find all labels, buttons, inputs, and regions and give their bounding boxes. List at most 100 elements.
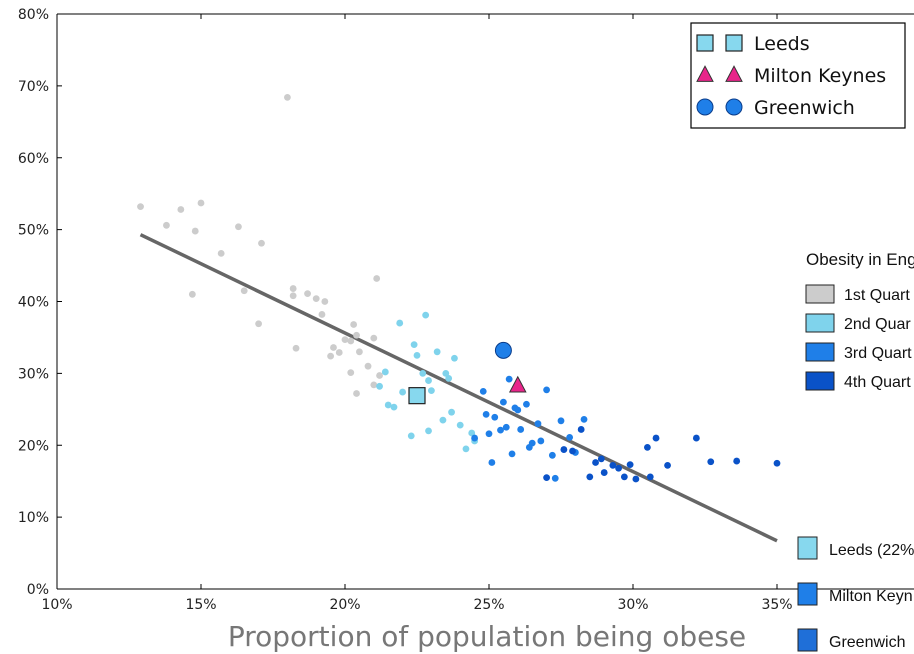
- side-highlight-swatch-2: [797, 582, 818, 606]
- data-point-q1: [289, 285, 297, 292]
- data-point-q3: [511, 404, 519, 412]
- trend-line: [139, 233, 778, 543]
- legend-marker-leeds: [725, 34, 743, 52]
- data-point-q1: [197, 199, 205, 207]
- data-point-q4: [586, 473, 594, 481]
- trend-line-layer: [139, 233, 778, 543]
- side-highlight-label-3: Greenwich: [829, 634, 905, 651]
- data-point-q3: [497, 426, 504, 434]
- data-point-q1: [240, 287, 248, 295]
- data-point-q1: [188, 290, 196, 298]
- y-tick-label: 40%: [18, 295, 49, 311]
- data-point-q2: [396, 319, 404, 327]
- data-point-q2: [384, 401, 392, 409]
- data-point-q3: [580, 415, 588, 423]
- data-point-q1: [284, 93, 291, 101]
- data-point-q3: [566, 433, 574, 441]
- data-point-q1: [376, 372, 383, 379]
- data-point-q4: [577, 426, 585, 433]
- data-point-q1: [356, 348, 363, 356]
- data-point-q2: [439, 416, 447, 424]
- data-point-q1: [258, 239, 265, 247]
- data-point-q3: [551, 474, 559, 482]
- side-highlight-swatch-3: [797, 628, 818, 652]
- data-point-q2: [442, 369, 450, 377]
- data-point-q2: [433, 348, 441, 356]
- y-tick-label: 60%: [18, 151, 49, 167]
- legend: Leeds Milton Keynes Greenwich: [690, 22, 906, 129]
- side-legend-swatch-q3: [805, 342, 835, 362]
- data-point-q4: [632, 475, 640, 483]
- data-point-q1: [335, 349, 343, 356]
- highlight-greenwich: [494, 341, 512, 359]
- data-point-q4: [773, 459, 781, 467]
- side-legend-highlights: Leeds (22% Milton Keyn Greenwich: [797, 536, 914, 652]
- data-point-q2: [462, 445, 470, 453]
- data-point-q1: [289, 292, 297, 300]
- side-legend-title: Obesity in Eng: [806, 250, 914, 269]
- x-tick-label: 35%: [761, 597, 792, 613]
- data-point-q3: [505, 375, 513, 383]
- data-point-q1: [321, 298, 329, 305]
- data-point-q1: [312, 295, 320, 303]
- data-point-q1: [330, 344, 337, 351]
- side-highlight-label-2: Milton Keyn: [829, 588, 913, 605]
- data-point-q3: [548, 451, 556, 459]
- data-point-q3: [482, 410, 490, 418]
- data-point-q1: [347, 369, 355, 377]
- data-point-q4: [615, 464, 622, 472]
- y-tick-label: 80%: [18, 7, 49, 23]
- data-point-q1: [347, 337, 355, 345]
- data-point-q2: [456, 421, 464, 429]
- data-point-q3: [525, 444, 533, 451]
- data-point-q3: [557, 417, 565, 425]
- data-point-q2: [413, 352, 421, 359]
- x-tick-label: 15%: [185, 597, 216, 613]
- legend-marker-greenwich: [725, 98, 743, 116]
- side-legend-swatch-q2: [805, 313, 835, 333]
- legend-label-greenwich: Greenwich: [754, 97, 855, 119]
- x-tick-label: 25%: [473, 597, 504, 613]
- data-point-q4: [646, 473, 654, 481]
- data-point-q3: [491, 413, 499, 421]
- highlight-milton-keynes: [508, 375, 527, 393]
- data-point-q3: [517, 426, 525, 433]
- x-tick-label: 10%: [41, 597, 72, 613]
- data-point-q3: [523, 400, 530, 408]
- data-point-q4: [560, 446, 568, 453]
- side-highlight-swatch-1: [797, 536, 818, 560]
- data-point-q4: [652, 434, 660, 442]
- data-point-q1: [370, 381, 378, 389]
- data-point-q4: [664, 461, 671, 469]
- data-point-q2: [445, 375, 453, 382]
- data-point-q4: [626, 461, 634, 469]
- data-point-q1: [163, 221, 170, 229]
- data-point-q2: [468, 429, 476, 437]
- y-tick-label: 70%: [18, 79, 49, 95]
- data-point-q2: [422, 311, 430, 319]
- data-point-q2: [428, 387, 435, 395]
- data-point-q3: [485, 430, 493, 438]
- side-legend-label-q1: 1st Quart: [844, 287, 910, 304]
- x-tick-label: 30%: [617, 597, 648, 613]
- legend-marker-milton-keynes: [696, 65, 714, 82]
- data-point-q1: [327, 352, 334, 360]
- data-point-q4: [597, 455, 605, 463]
- data-point-q1: [177, 206, 185, 213]
- y-tick-label: 20%: [18, 438, 49, 454]
- side-highlight-label-1: Leeds (22%: [829, 542, 914, 559]
- data-point-q3: [500, 398, 507, 406]
- x-tick-label: 20%: [329, 597, 360, 613]
- side-legend-quartiles: Obesity in Eng 1st Quart 2nd Quar 3rd Quart…: [805, 250, 914, 391]
- y-tick-label: 0%: [27, 582, 49, 598]
- data-point-q1: [318, 311, 326, 318]
- highlight-leeds: [408, 387, 426, 405]
- side-legend-label-q3: 3rd Quart: [844, 345, 912, 362]
- data-point-q4: [543, 474, 550, 481]
- x-axis-label: Proportion of population being obese: [228, 620, 746, 653]
- data-point-q1: [292, 344, 300, 352]
- data-point-q1: [341, 336, 349, 343]
- data-point-q2: [448, 408, 455, 416]
- data-point-q1: [255, 320, 262, 328]
- data-point-q3: [534, 420, 542, 428]
